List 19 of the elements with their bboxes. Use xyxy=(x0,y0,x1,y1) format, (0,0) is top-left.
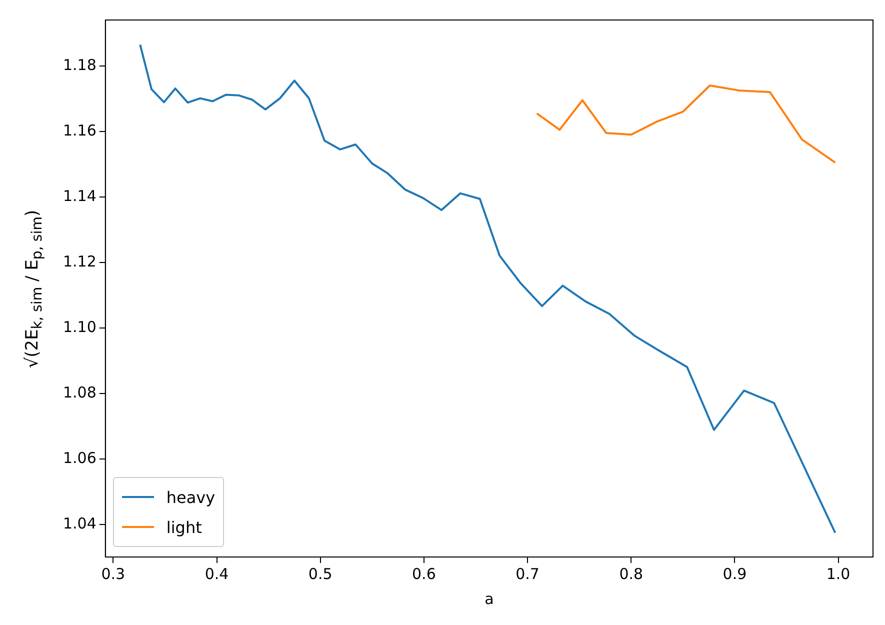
y-tick-label: 1.16 xyxy=(62,121,96,140)
y-tick-label: 1.18 xyxy=(62,56,96,74)
x-tick-label: 0.3 xyxy=(101,564,126,583)
legend-label: light xyxy=(166,518,202,536)
y-tick-label: 1.12 xyxy=(62,252,96,270)
x-tick-label: 0.6 xyxy=(412,564,436,583)
y-tick-label: 1.08 xyxy=(62,383,96,402)
x-axis-title: a xyxy=(484,590,494,608)
y-tick-label: 1.10 xyxy=(62,318,96,336)
x-tick-label: 0.5 xyxy=(308,564,332,583)
y-tick-label: 1.04 xyxy=(62,514,96,532)
y-tick-label: 1.06 xyxy=(62,448,96,467)
y-tick-label: 1.14 xyxy=(62,186,96,205)
x-tick-label: 0.9 xyxy=(722,564,747,583)
x-tick-label: 0.7 xyxy=(516,564,540,583)
legend-label: heavy xyxy=(166,488,216,506)
x-tick-label: 0.4 xyxy=(204,564,229,583)
x-tick-label: 1.0 xyxy=(826,564,850,583)
x-tick-label: 0.8 xyxy=(619,564,644,583)
